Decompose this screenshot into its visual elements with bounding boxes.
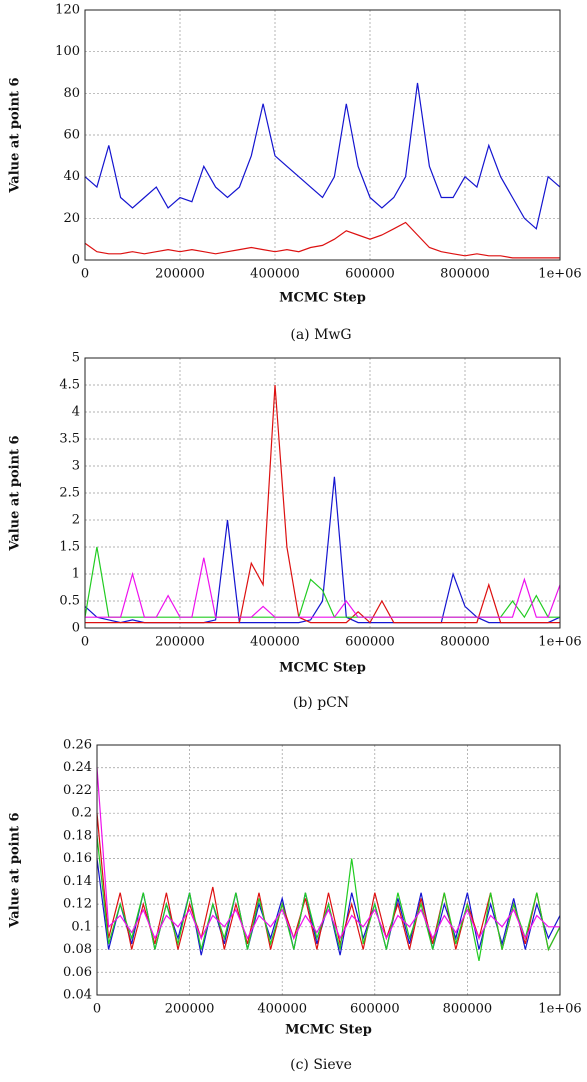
y-tick-label: 4 — [72, 405, 80, 420]
x-tick-label: 1e+06 — [538, 267, 581, 282]
x-tick-label: 600000 — [345, 267, 395, 282]
y-tick-label: 2.5 — [59, 486, 80, 501]
caption: (a) MwG — [290, 327, 351, 343]
plot-frame — [96, 744, 561, 996]
y-tick-label: 120 — [55, 3, 80, 18]
y-tick-label: 5 — [72, 351, 80, 366]
y-tick-label: 0 — [72, 253, 80, 268]
x-tick-label: 1e+06 — [538, 635, 581, 650]
x-tick-label: 400000 — [250, 267, 300, 282]
x-tick-label: 800000 — [440, 267, 490, 282]
y-tick-label: 0 — [72, 621, 80, 636]
series-line — [96, 835, 561, 962]
y-axis-label: Value at point 6 — [8, 812, 23, 928]
x-axis-label: MCMC Step — [285, 1023, 372, 1038]
x-tick-label: 800000 — [440, 635, 490, 650]
x-tick-label: 400000 — [257, 1002, 307, 1017]
y-tick-label: 0.22 — [63, 783, 92, 798]
x-tick-label: 1e+06 — [538, 1002, 581, 1017]
y-tick-label: 20 — [63, 211, 80, 226]
x-axis-label: MCMC Step — [279, 291, 366, 306]
y-tick-label: 4.5 — [59, 378, 80, 393]
y-tick-label: 0.1 — [71, 919, 92, 934]
y-tick-label: 0.18 — [63, 828, 92, 843]
y-tick-label: 40 — [63, 169, 80, 184]
x-tick-label: 0 — [93, 1002, 101, 1017]
series-line — [85, 384, 560, 624]
y-tick-label: 3.5 — [59, 432, 80, 447]
x-axis-label: MCMC Step — [279, 661, 366, 676]
y-axis-label: Value at point 6 — [8, 77, 23, 193]
chart: 0 0.5 1 1.5 2 2.5 3 3.5 4 4.5 5 0 200000 400000 600000… — [8, 351, 582, 712]
y-tick-label: 0.06 — [63, 965, 92, 980]
y-tick-label: 0.12 — [63, 897, 92, 912]
y-tick-label: 0.24 — [63, 760, 92, 775]
y-tick-label: 0.26 — [63, 738, 92, 753]
chart: 0.04 0.06 0.08 0.1 0.12 0.14 0.16 0.18 0.2 0.22 0.… — [8, 738, 582, 1074]
y-tick-label: 0.04 — [63, 988, 92, 1003]
y-tick-label: 1 — [72, 567, 80, 582]
y-tick-label: 60 — [63, 128, 80, 143]
y-tick-label: 1.5 — [59, 540, 80, 555]
y-tick-label: 2 — [72, 513, 80, 528]
y-tick-label: 0.5 — [59, 594, 80, 609]
x-tick-label: 0 — [81, 267, 89, 282]
y-tick-label: 0.14 — [63, 874, 92, 889]
x-tick-label: 200000 — [155, 267, 205, 282]
x-tick-label: 400000 — [250, 635, 300, 650]
caption: (b) pCN — [293, 695, 349, 711]
x-tick-label: 0 — [81, 635, 89, 650]
y-axis-label: Value at point 6 — [8, 435, 23, 551]
series-line — [84, 476, 561, 624]
y-tick-label: 0.08 — [63, 942, 92, 957]
y-tick-label: 3 — [72, 459, 80, 474]
series-line — [85, 557, 561, 618]
plot-frame — [84, 357, 561, 629]
x-tick-label: 600000 — [345, 635, 395, 650]
y-tick-label: 80 — [63, 86, 80, 101]
chart: 0 20 40 60 80 100 120 0 200000 400000 600000 800000… — [8, 3, 582, 344]
series-line — [84, 546, 560, 619]
series-line — [96, 767, 560, 940]
caption: (c) Sieve — [290, 1057, 352, 1073]
x-tick-label: 200000 — [165, 1002, 215, 1017]
series-line — [84, 221, 560, 259]
x-tick-label: 800000 — [443, 1002, 493, 1017]
x-tick-label: 600000 — [350, 1002, 400, 1017]
plot-frame — [84, 9, 561, 261]
y-tick-label: 100 — [55, 44, 80, 59]
y-tick-label: 0.16 — [63, 851, 92, 866]
y-tick-label: 0.2 — [71, 806, 92, 821]
x-tick-label: 200000 — [155, 635, 205, 650]
series-line — [96, 858, 561, 956]
series-line — [84, 82, 561, 230]
